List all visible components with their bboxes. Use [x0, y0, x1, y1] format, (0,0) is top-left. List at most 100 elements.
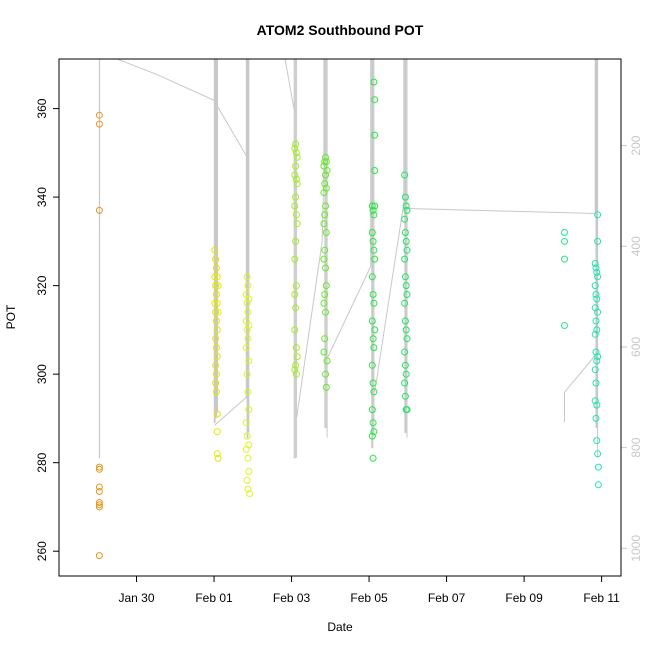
data-point: [292, 140, 300, 148]
x-tick-label: Feb 11: [583, 591, 620, 605]
data-points: [95, 78, 602, 560]
data-point: [322, 308, 329, 316]
data-point: [401, 255, 409, 263]
data-point: [291, 144, 299, 152]
data-point: [244, 335, 252, 343]
data-point: [213, 450, 221, 458]
data-point: [401, 317, 409, 325]
data-point: [371, 202, 379, 210]
data-point: [213, 410, 221, 418]
data-point: [322, 153, 329, 161]
data-point: [401, 229, 409, 236]
data-point: [594, 273, 602, 281]
data-point: [593, 357, 601, 365]
data-point: [292, 193, 300, 201]
data-point: [292, 304, 300, 312]
data-point: [212, 361, 220, 369]
data-point: [401, 348, 409, 356]
data-point: [292, 175, 300, 183]
y-axis-right-ticks: 200 400 600 800 1000: [621, 135, 643, 562]
data-point: [243, 370, 251, 378]
data-point: [401, 379, 409, 387]
data-point: [95, 483, 103, 491]
data-point: [244, 485, 252, 493]
data-point: [561, 322, 568, 329]
data-point: [95, 120, 103, 128]
data-point: [291, 366, 299, 374]
data-point: [593, 326, 601, 334]
x-tick-label: Feb 03: [273, 591, 311, 605]
data-point: [244, 282, 252, 290]
y-right-tick-label: 1000: [629, 535, 643, 562]
profile-line: [327, 58, 375, 449]
data-point: [403, 406, 411, 414]
y-right-tick-label: 400: [629, 236, 643, 256]
data-point: [212, 335, 220, 343]
profile-line: [293, 58, 297, 459]
data-point: [401, 171, 409, 179]
data-point: [592, 291, 600, 298]
x-tick-label: Jan 30: [119, 591, 155, 605]
data-point: [370, 299, 378, 307]
data-point: [292, 149, 300, 157]
data-point: [401, 299, 409, 307]
data-point: [213, 291, 220, 298]
data-point: [293, 153, 301, 161]
data-point: [245, 406, 253, 414]
data-point: [292, 162, 300, 170]
data-point: [243, 273, 251, 281]
data-point: [592, 264, 600, 272]
data-point: [322, 229, 330, 236]
data-point: [401, 361, 409, 369]
data-point: [242, 419, 250, 427]
data-point: [591, 282, 599, 290]
data-point: [292, 282, 300, 290]
data-point: [323, 167, 331, 174]
data-point: [320, 299, 328, 307]
x-tick-label: Feb 01: [195, 591, 233, 605]
data-point: [213, 428, 221, 436]
data-point: [401, 193, 409, 201]
data-point: [369, 379, 377, 387]
data-point: [369, 454, 377, 462]
data-point: [213, 299, 221, 307]
data-point: [213, 353, 221, 360]
data-point: [213, 264, 220, 272]
data-point: [322, 282, 330, 290]
y-axis-ticks: 260 280 300 320 340 360: [35, 98, 59, 561]
data-point: [214, 282, 222, 290]
x-tick-label: Feb 09: [505, 591, 543, 605]
profile-lines: [98, 58, 599, 459]
data-point: [245, 295, 253, 303]
data-point: [246, 490, 254, 498]
profile-line: [214, 58, 250, 439]
data-point: [242, 344, 250, 352]
data-point: [403, 246, 411, 254]
data-point: [402, 202, 410, 210]
y-axis-label: POT: [4, 304, 18, 329]
data-point: [293, 353, 301, 360]
data-point: [592, 348, 600, 356]
x-tick-label: Feb 05: [350, 591, 388, 605]
data-point: [371, 255, 379, 263]
data-point: [213, 344, 220, 352]
data-point: [322, 184, 330, 192]
data-point: [370, 78, 378, 86]
data-point: [402, 282, 410, 290]
data-point: [320, 220, 328, 228]
data-point: [369, 419, 377, 427]
data-point: [561, 229, 568, 236]
data-point: [594, 308, 602, 316]
profile-line: [249, 58, 295, 110]
data-point: [212, 379, 220, 387]
x-tick-label: Feb 07: [428, 591, 466, 605]
data-point: [213, 388, 220, 396]
data-point: [403, 291, 411, 298]
data-point: [370, 211, 378, 219]
data-point: [401, 392, 409, 400]
data-point: [321, 246, 329, 254]
data-point: [368, 317, 376, 325]
data-point: [95, 503, 103, 511]
data-point: [292, 344, 300, 352]
